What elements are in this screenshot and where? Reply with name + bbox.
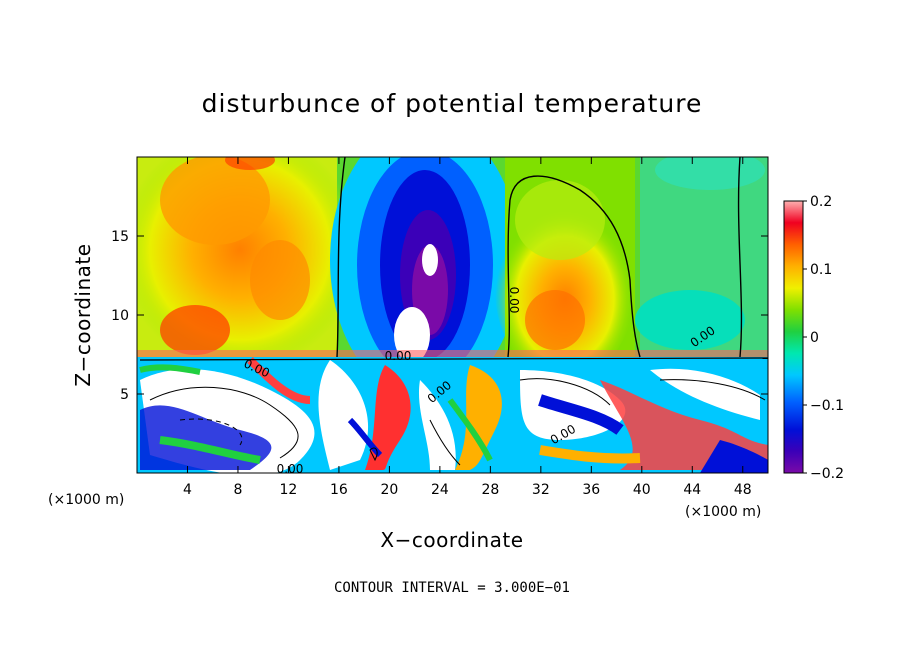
x-tick-label: 32	[532, 482, 550, 498]
contour-label: 0.00	[385, 349, 412, 363]
colorbar-tick-label: 0.1	[810, 262, 832, 278]
x-unit-label-left: (×1000 m)	[48, 492, 124, 508]
contour-lines	[139, 157, 768, 466]
x-tick-label: 44	[683, 482, 701, 498]
upper-layer-field	[137, 157, 768, 357]
y-tick-label: 15	[111, 229, 129, 245]
x-tick-label: 16	[330, 482, 348, 498]
plot-area: 0.00 0.00 0.00 0.00 0.00 0.00 0.00	[137, 157, 768, 476]
x-tick-label: 28	[481, 482, 499, 498]
y-tick-label: 5	[120, 387, 129, 403]
x-tick-label: 24	[431, 482, 449, 498]
contour-interval-note: CONTOUR INTERVAL = 3.000E−01	[334, 580, 570, 596]
colorbar-tick-label: −0.2	[810, 466, 844, 482]
colorbar-ticks: 0.2 0.1 0 −0.1 −0.2	[803, 194, 844, 482]
x-tick-label: 8	[233, 482, 242, 498]
colorbar-tick-label: 0.2	[810, 194, 832, 210]
x-unit-label-right: (×1000 m)	[685, 504, 761, 520]
colorbar: 0.2 0.1 0 −0.1 −0.2	[783, 194, 844, 482]
y-tick-label: 10	[111, 308, 129, 324]
y-axis-title: Z−coordinate	[71, 243, 95, 386]
x-axis-ticks: 4 8 12 16 20 24 28 32 36 40 44 48	[183, 157, 752, 498]
chart-title: disturbunce of potential temperature	[202, 89, 703, 118]
colorbar-tick-label: −0.1	[810, 398, 844, 414]
y-axis-ticks: 5 10 15	[111, 229, 768, 403]
contour-label: 0.00	[277, 462, 304, 476]
x-axis-title: X−coordinate	[380, 528, 523, 552]
x-tick-label: 36	[582, 482, 600, 498]
x-tick-label: 48	[734, 482, 752, 498]
x-tick-label: 40	[633, 482, 651, 498]
x-tick-label: 20	[380, 482, 398, 498]
x-tick-label: 4	[183, 482, 192, 498]
x-tick-label: 12	[280, 482, 298, 498]
colorbar-tick-label: 0	[810, 330, 819, 346]
contour-label: 0.00	[507, 287, 521, 314]
lower-layer-field	[137, 357, 768, 473]
colorbar-gradient	[783, 200, 804, 474]
